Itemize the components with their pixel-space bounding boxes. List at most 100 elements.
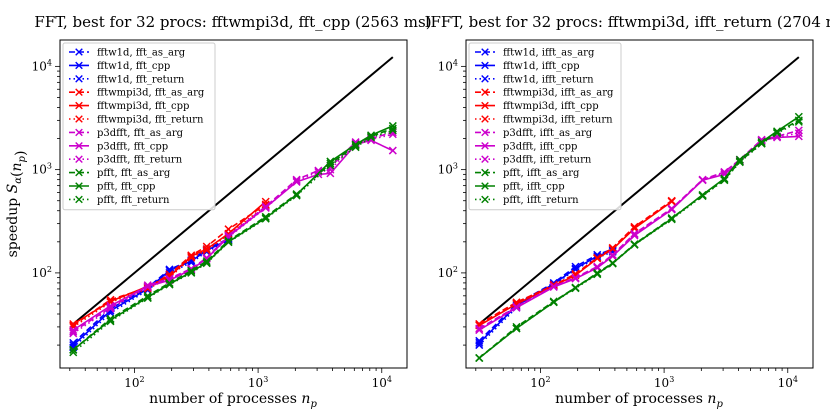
data-point-marker (69, 329, 78, 338)
data-point-marker (698, 175, 707, 184)
legend-label: fftwmpi3d, ifft_cpp (503, 101, 599, 112)
ifft-legend-item: pfft, ifft_return (475, 195, 579, 206)
fft-ideal-speedup-line (72, 56, 394, 325)
data-point-marker (549, 282, 558, 291)
legend-marker (481, 195, 489, 204)
legend-label: fftw1d, ifft_return (503, 74, 594, 85)
fft-legend-item: p3dfft, fft_cpp (69, 141, 168, 152)
legend-marker (481, 75, 489, 83)
data-point-marker (106, 317, 115, 326)
data-point-marker (512, 324, 521, 333)
legend-marker (75, 48, 83, 56)
data-point-marker (720, 174, 729, 183)
ifft-x-tick-label: 103 (654, 375, 674, 390)
legend-label: fftw1d, fft_as_arg (97, 48, 186, 59)
data-point-marker (667, 215, 676, 224)
legend-label: fftw1d, fft_return (97, 74, 185, 85)
ifft-legend-item: p3dfft, ifft_as_arg (475, 128, 593, 139)
fft-legend-item: pfft, fft_as_arg (69, 168, 171, 179)
data-point-marker (757, 136, 766, 145)
legend-marker (75, 61, 83, 70)
legend-label: pfft, ifft_as_arg (503, 168, 580, 179)
data-point-marker (773, 129, 782, 138)
data-point-marker (143, 294, 152, 303)
fft-legend-item: fftw1d, fft_cpp (69, 61, 170, 72)
data-point-marker (571, 262, 580, 271)
data-point-marker (549, 298, 558, 307)
data-point-marker (608, 244, 617, 253)
ifft-series-fftw1d-ifft-return (475, 247, 617, 350)
legend-marker (75, 142, 83, 150)
data-point-marker (698, 192, 707, 201)
data-point-marker (475, 325, 484, 335)
fft-series-fftwmpi3d-fft-cpp (69, 197, 270, 329)
ifft-xlabel: number of processes np (555, 391, 723, 410)
data-point-marker (187, 252, 196, 261)
ifft-legend: fftw1d, ifft_as_arg fftw1d, ifft_cpp fftw1… (468, 42, 622, 211)
legend-label: p3dfft, fft_as_arg (97, 128, 184, 139)
data-point-marker (224, 238, 233, 247)
fft-legend-item: fftw1d, fft_as_arg (69, 48, 186, 59)
data-point-marker (512, 322, 521, 331)
legend-marker (481, 115, 489, 123)
legend-label: p3dfft, ifft_cpp (503, 141, 577, 152)
ifft-axes-frame (465, 39, 814, 369)
data-point-marker (106, 301, 115, 310)
fft-series-fftwmpi3d-fft-as-arg (69, 200, 270, 330)
data-point-marker (351, 140, 360, 149)
data-point-marker (69, 325, 78, 335)
data-point-marker (630, 240, 639, 249)
data-point-marker (351, 143, 360, 152)
data-point-marker (608, 251, 617, 260)
ifft-ideal-line (478, 56, 800, 325)
data-point-marker (735, 158, 744, 167)
fft-series-fftwmpi3d-fft-return (69, 201, 270, 331)
data-point-marker (202, 259, 211, 268)
legend-marker (75, 182, 83, 190)
data-point-marker (608, 259, 617, 268)
ifft-panel: IFFT, best for 32 procs: fftwmpi3d, ifft… (425, 13, 830, 410)
data-point-marker (69, 348, 78, 357)
fft-y-tick-label: 104 (32, 58, 52, 73)
ifft-legend-item: p3dfft, ifft_return (475, 155, 592, 166)
fft-ideal-line (72, 56, 394, 325)
legend-label: pfft, fft_as_arg (97, 168, 171, 179)
ifft-legend-item: fftwmpi3d, ifft_as_arg (475, 88, 614, 99)
data-point-marker (667, 205, 676, 214)
data-point-marker (720, 176, 729, 185)
fft-ylabel: speedup Sα(np) (5, 151, 29, 258)
legend-marker (481, 88, 489, 96)
data-point-marker (735, 155, 744, 164)
data-point-marker (69, 345, 78, 354)
ifft-legend-item: pfft, ifft_as_arg (475, 168, 580, 179)
legend-label: fftwmpi3d, fft_return (97, 115, 204, 126)
data-point-marker (388, 126, 397, 135)
fft-series (69, 121, 397, 357)
ifft-y-tick-label: 103 (438, 162, 458, 177)
ifft-series-fftwmpi3d-ifft-cpp (475, 197, 676, 330)
ifft-y-tick-label: 104 (438, 58, 458, 73)
data-point-marker (512, 302, 521, 311)
series-line (478, 132, 799, 331)
ifft-series-pfft-ifft-return (475, 117, 803, 363)
legend-label: pfft, ifft_return (503, 195, 579, 206)
legend-label: fftw1d, ifft_as_arg (503, 48, 595, 59)
ifft-series-fftw1d-ifft-cpp (475, 246, 617, 347)
legend-label: p3dfft, fft_cpp (97, 141, 168, 152)
ifft-legend-item: fftw1d, ifft_as_arg (475, 48, 595, 59)
fft-y-tick-label: 102 (32, 265, 52, 280)
fft-legend-item: pfft, fft_return (69, 195, 170, 206)
legend-marker (481, 168, 489, 177)
fft-series-pfft-fft-return (69, 126, 397, 357)
ifft-legend-item: fftw1d, ifft_cpp (475, 61, 580, 72)
series-line (478, 200, 673, 325)
data-point-marker (698, 190, 707, 199)
series-line (478, 251, 613, 346)
data-point-marker (630, 230, 639, 239)
data-point-marker (475, 338, 484, 347)
ifft-series-fftwmpi3d-ifft-return (475, 197, 676, 329)
ifft-legend-box (468, 42, 622, 211)
legend-marker (481, 101, 489, 110)
fft-x-tick-label: 104 (372, 375, 392, 390)
